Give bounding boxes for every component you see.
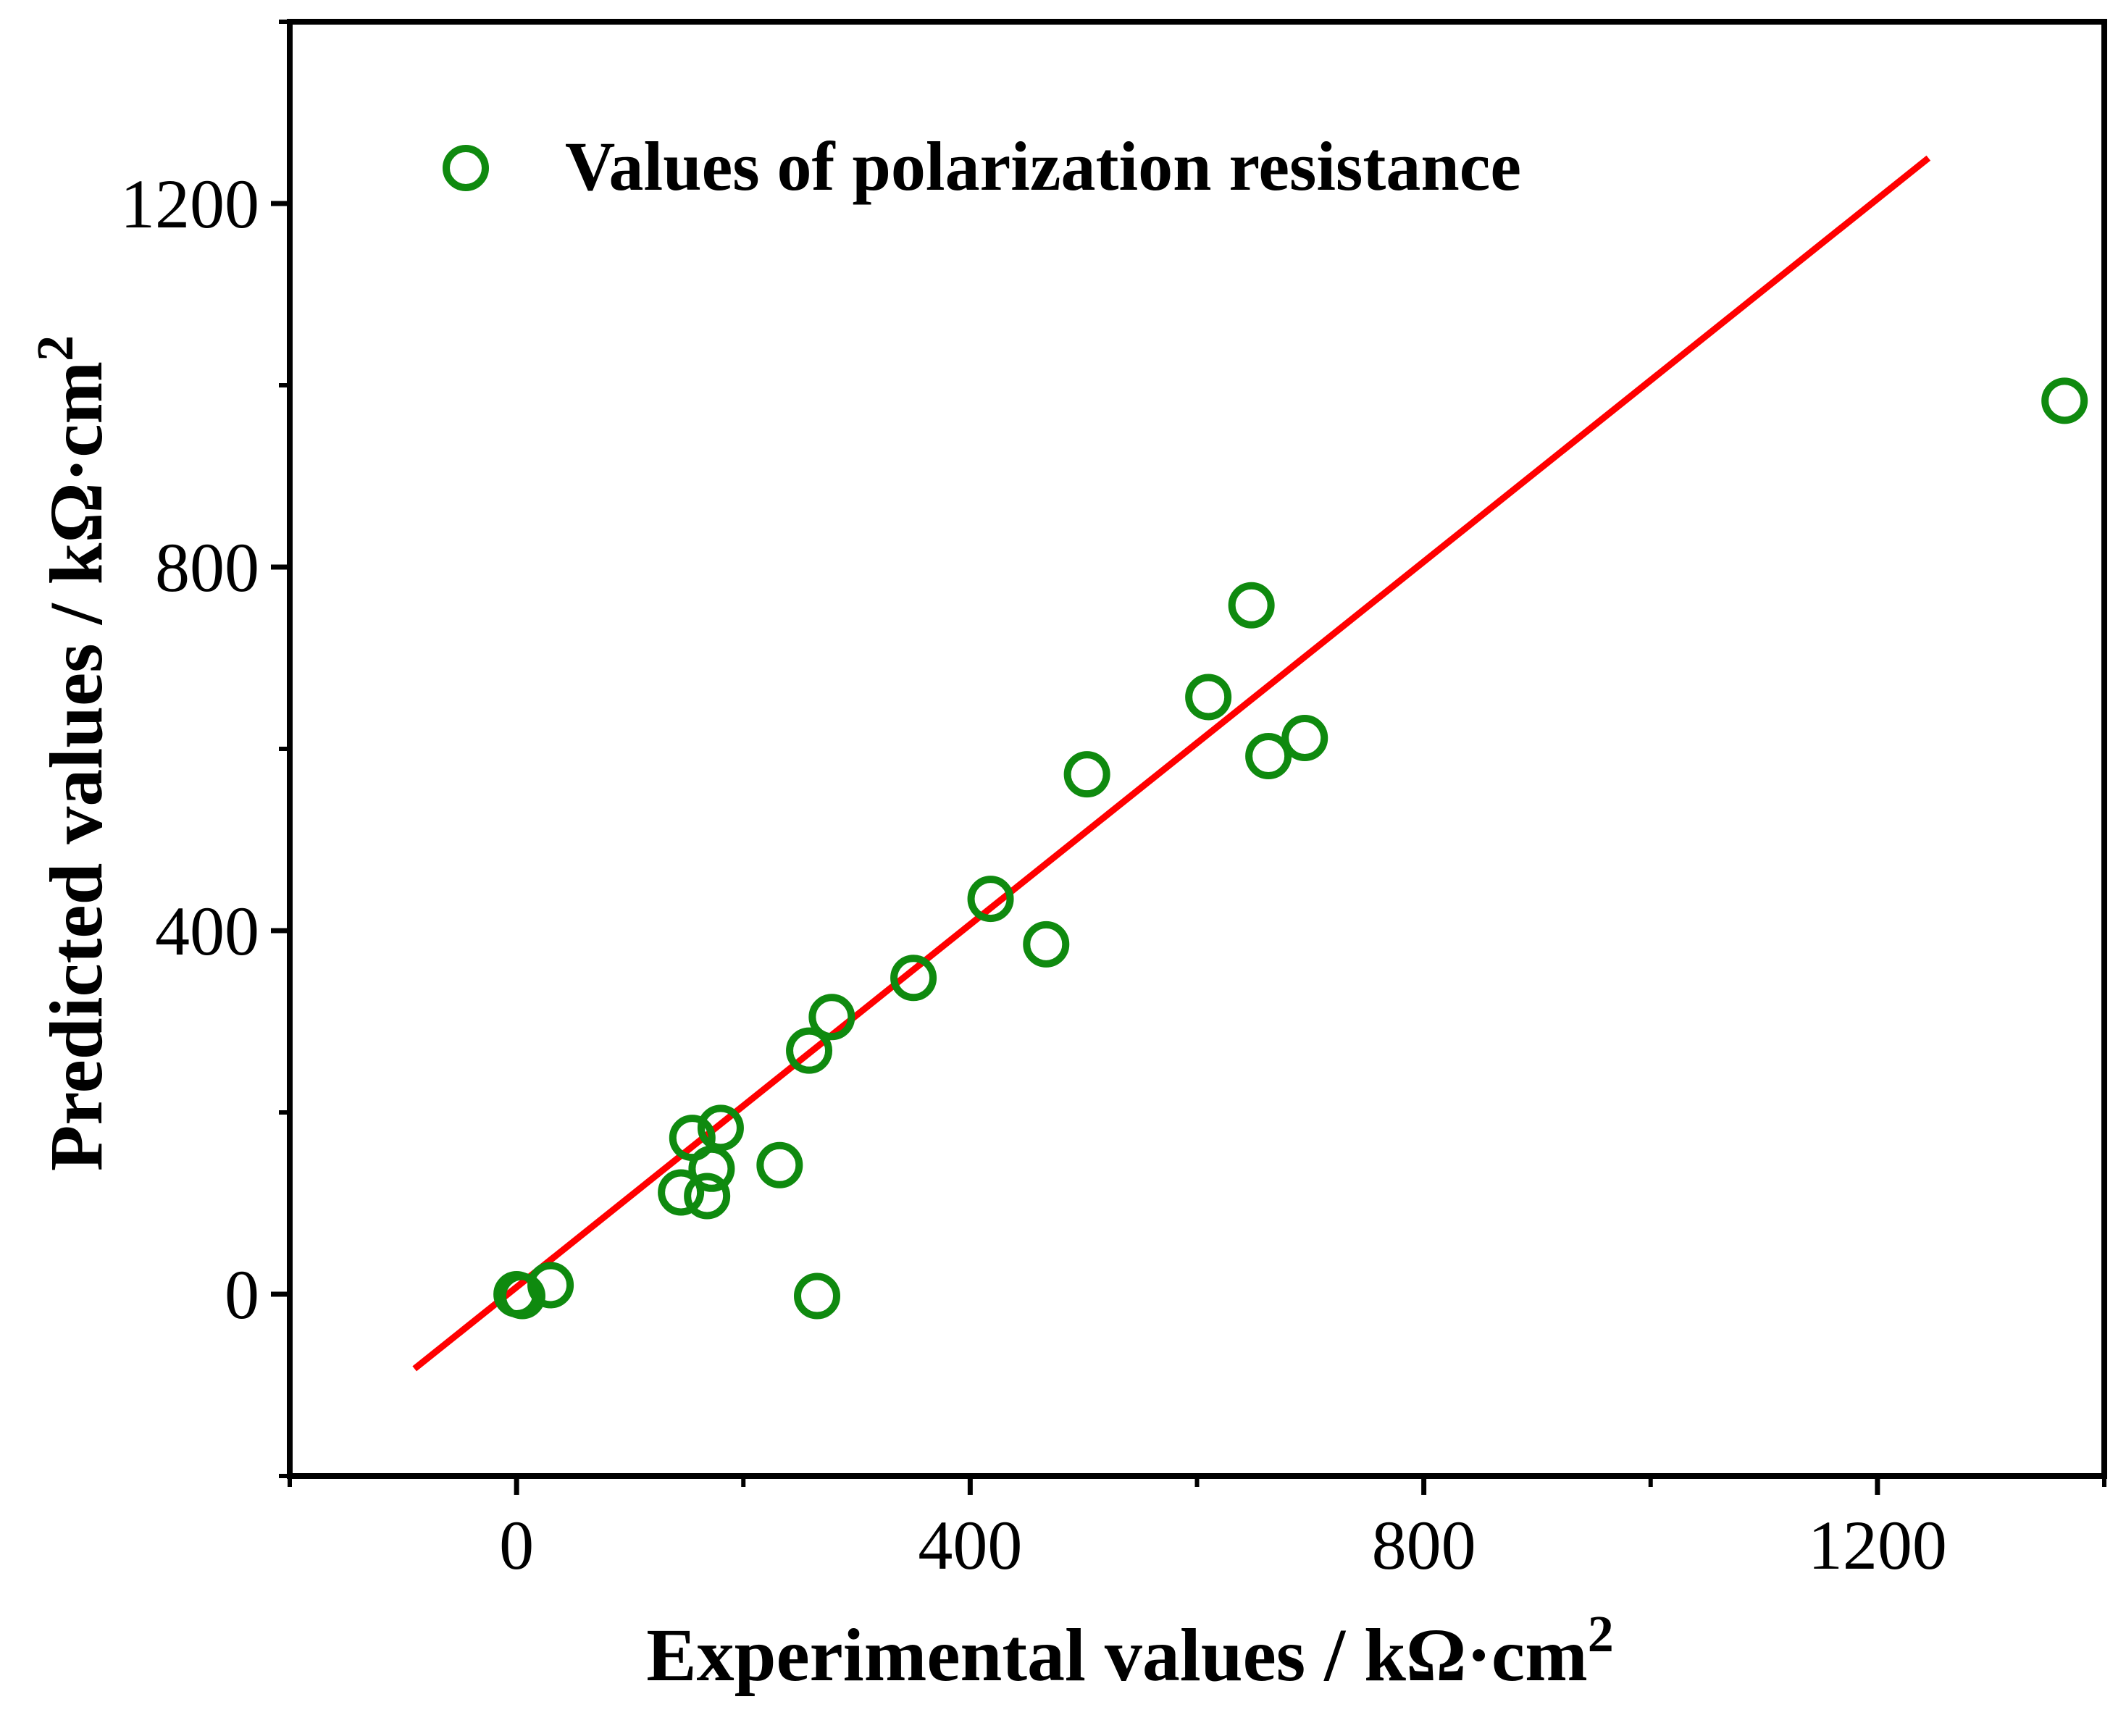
data-point — [1023, 921, 1070, 968]
data-point — [808, 994, 855, 1041]
data-point — [527, 1262, 574, 1309]
data-point — [890, 955, 937, 1002]
tick-labels: 0 400 800 1200 0 400 800 1200 — [120, 165, 1947, 1584]
plot-border — [287, 19, 2107, 1479]
x-tick-label: 400 — [918, 1506, 1022, 1584]
data-point — [756, 1141, 803, 1188]
x-axis-title: Experimental values / kΩ·cm2 — [646, 1605, 1613, 1697]
data-point — [786, 1027, 833, 1074]
data-point — [697, 1104, 744, 1152]
x-tick-label: 0 — [499, 1506, 534, 1584]
x-tick-label: 1200 — [1808, 1506, 1947, 1584]
data-point — [688, 1145, 735, 1192]
data-point — [1228, 582, 1275, 629]
data-point — [1185, 674, 1232, 721]
data-point — [967, 876, 1014, 923]
y-axis-title-superscript: 2 — [26, 335, 84, 361]
data-point — [794, 1272, 841, 1320]
y-axis-title: Predicted values / kΩ·cm2 — [26, 335, 118, 1171]
legend: Values of polarization resistance — [443, 127, 1521, 205]
y-tick-label: 400 — [155, 892, 259, 970]
fit-line — [412, 155, 1931, 1372]
x-axis-title-superscript: 2 — [1588, 1605, 1614, 1663]
legend-marker — [443, 145, 489, 191]
data-point — [658, 1169, 705, 1216]
data-point — [2041, 377, 2088, 424]
y-tick-label: 800 — [155, 529, 259, 606]
x-tick-label: 800 — [1372, 1506, 1476, 1584]
y-tick-label: 0 — [225, 1256, 259, 1333]
data-point — [684, 1173, 731, 1220]
fit-line-layer — [412, 155, 1931, 1372]
y-tick-label: 1200 — [120, 165, 259, 243]
y-axis-title-text: Predicted values / kΩ·cm — [35, 361, 118, 1171]
data-points — [493, 377, 2088, 1320]
axis-ticks — [271, 20, 2106, 1495]
data-point — [498, 1272, 545, 1320]
data-point — [1281, 714, 1328, 761]
data-point — [1245, 733, 1292, 780]
plot-frame — [287, 19, 2107, 1479]
legend-label: Values of polarization resistance — [565, 127, 1521, 205]
x-axis-title-text: Experimental values / kΩ·cm — [646, 1614, 1587, 1697]
data-point — [1063, 751, 1110, 798]
